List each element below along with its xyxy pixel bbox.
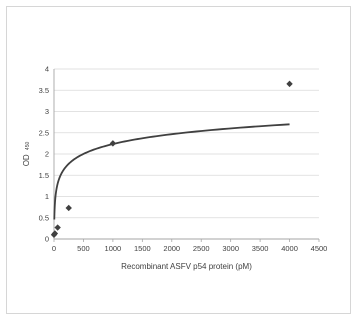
chart-frame: 0 500 1000 1500 2000 2500 3000 3500 4000 4500 0 0.… [6,6,351,314]
x-tick-label: 2500 [193,244,210,253]
x-tick-label: 3000 [222,244,239,253]
y-tick-label: 4 [45,65,49,74]
y-tick-labels: 0 0.5 1 1.5 2 2.5 3 3.5 4 [39,65,49,244]
x-tick-labels: 0 500 1000 1500 2000 2500 3000 3500 4000 4500 [52,244,327,253]
x-tick-label: 2000 [163,244,180,253]
data-point [54,224,61,231]
x-tick-label: 0 [52,244,56,253]
y-tick-label: 1 [45,192,49,201]
y-axis-title-main: OD [22,154,31,166]
gridlines [54,68,319,219]
data-point [51,230,59,237]
data-point [286,80,293,88]
x-axis-title: Recombinant ASFV p54 protein (pM) [121,262,252,271]
x-tick-label: 4500 [311,244,328,253]
data-points [50,80,293,238]
y-tick-label: 3 [45,107,49,116]
y-tick-label: 2.5 [39,128,49,137]
svg-text:OD 450: OD 450 [22,141,31,166]
trendline [53,123,290,220]
y-tick-label: 1.5 [39,171,49,180]
y-tick-label: 2 [45,150,49,159]
data-point [65,204,72,212]
x-tick-label: 1000 [105,244,122,253]
x-tick-label: 500 [77,244,90,253]
axes [53,69,320,242]
y-tick-label: 0.5 [39,213,49,222]
y-axis-title-sub: 450 [25,141,31,150]
x-tick-label: 1500 [134,244,151,253]
x-tick-label: 4000 [281,244,298,253]
y-tick-label: 0 [45,235,49,244]
log-trendline [53,123,290,220]
y-tick-label: 3.5 [39,86,49,95]
data-point [109,140,117,147]
x-tick-label: 3500 [252,244,269,253]
y-axis-title: OD 450 [22,141,31,166]
scatter-chart: 0 500 1000 1500 2000 2500 3000 3500 4000 4500 0 0.… [22,65,327,271]
